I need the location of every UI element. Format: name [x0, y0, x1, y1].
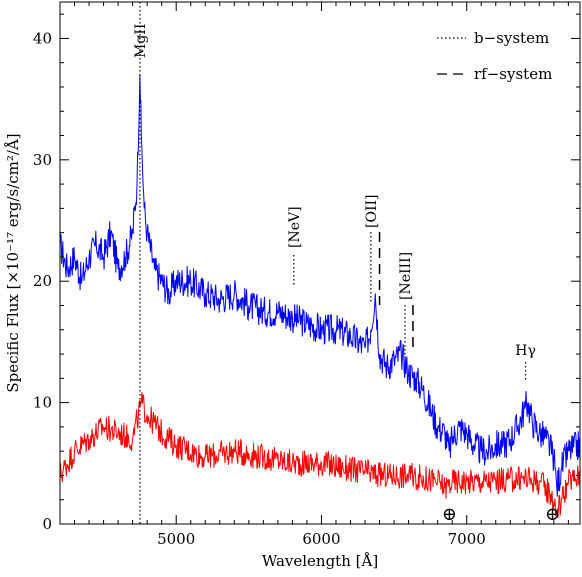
- red-spectrum-line: [60, 392, 580, 519]
- y-axis-title: Specific Flux [×10⁻¹⁷ erg/s/cm²/Å]: [4, 133, 22, 392]
- plot-frame: [59, 1, 581, 525]
- y-tick-label: 10: [33, 394, 52, 412]
- legend-label: b−system: [474, 29, 549, 47]
- telluric-symbol-icon: ⊕: [545, 504, 560, 525]
- x-tick-label: 6000: [302, 530, 340, 548]
- emission-line-label: [NeV]: [287, 206, 303, 248]
- emission-line-label: MgII: [133, 24, 149, 58]
- y-tick-label: 30: [33, 151, 52, 169]
- emission-line-label: [OII]: [364, 195, 380, 228]
- legend: b−system rf−system: [437, 29, 552, 83]
- blue-spectrum-line: [60, 74, 580, 497]
- y-tick-label: 40: [33, 29, 52, 47]
- y-tick-label: 20: [33, 272, 52, 290]
- x-axis-title: Wavelength [Å]: [262, 552, 378, 570]
- x-tick-label: 5000: [157, 530, 195, 548]
- y-tick-label: 0: [42, 515, 52, 533]
- emission-line-label: Hγ: [515, 343, 536, 359]
- telluric-symbol-icon: ⊕: [442, 504, 457, 525]
- x-tick-label: 7000: [448, 530, 486, 548]
- emission-line-label: [NeIII]: [398, 252, 414, 300]
- legend-label: rf−system: [474, 65, 552, 83]
